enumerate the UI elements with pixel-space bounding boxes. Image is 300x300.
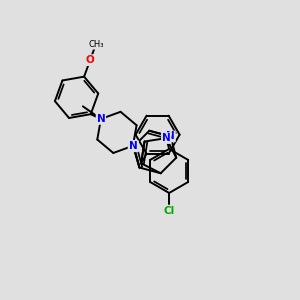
Text: N: N <box>129 141 137 151</box>
Text: N: N <box>97 114 105 124</box>
Text: O: O <box>86 55 94 65</box>
Text: N: N <box>129 141 138 151</box>
Text: N: N <box>162 133 171 143</box>
Text: Cl: Cl <box>164 206 175 216</box>
Text: CH₃: CH₃ <box>88 40 103 49</box>
Text: N: N <box>166 131 175 141</box>
